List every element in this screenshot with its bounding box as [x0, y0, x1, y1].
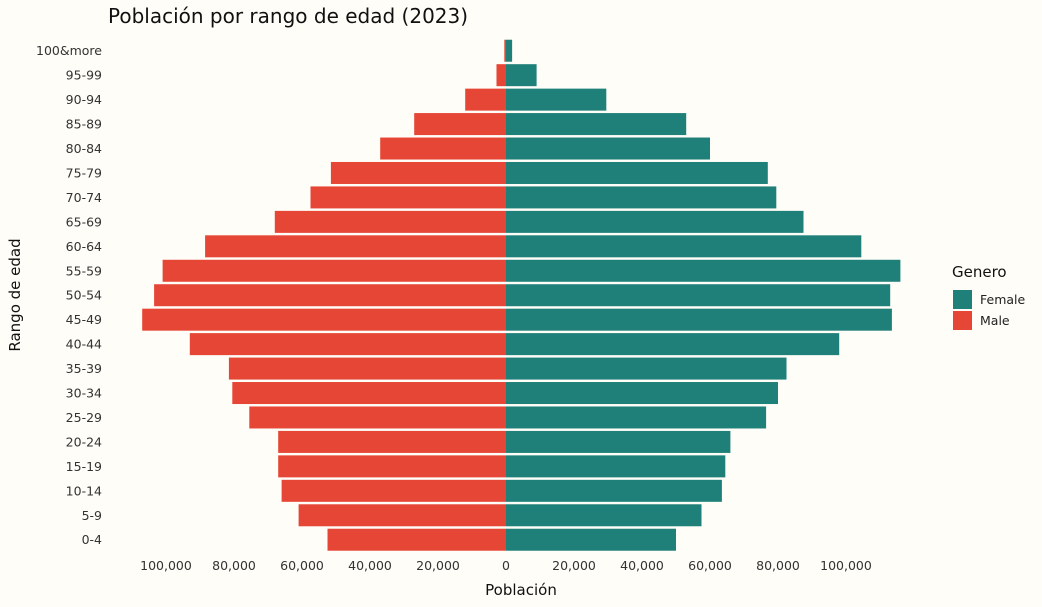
y-tick-label: 20-24: [66, 434, 102, 449]
bar-female-55-59: [506, 259, 901, 282]
bar-female-25-29: [506, 406, 767, 429]
y-tick-label: 80-84: [66, 141, 102, 156]
y-tick-label: 35-39: [66, 361, 102, 376]
y-tick-label: 50-54: [66, 288, 102, 303]
legend-swatch-male: [953, 311, 972, 330]
y-tick-labels: 0-4 5-9 10-14 15-19 20-24 25-29 30-34 35-39 40-4…: [36, 43, 102, 547]
y-tick-label: 75-79: [66, 165, 102, 180]
bar-male-65-69: [274, 210, 506, 233]
bar-male-100&more: [504, 39, 506, 62]
bar-female-70-74: [506, 186, 777, 209]
bar-female-75-79: [506, 161, 768, 184]
legend-label-female: Female: [980, 292, 1026, 307]
bars-group: [142, 39, 901, 551]
bar-female-10-14: [506, 479, 722, 502]
y-tick-label: 45-49: [66, 312, 102, 327]
x-tick-label: 60,000: [280, 558, 324, 573]
y-tick-label: 25-29: [66, 410, 102, 425]
x-tick-label: 80,000: [756, 558, 800, 573]
bar-female-90-94: [506, 88, 607, 111]
bar-female-15-19: [506, 455, 726, 478]
x-tick-label: 40,000: [620, 558, 664, 573]
y-tick-label: 40-44: [66, 337, 102, 352]
y-tick-label: 70-74: [66, 190, 102, 205]
y-tick-label: 10-14: [66, 483, 102, 498]
x-axis-title: Población: [485, 581, 557, 599]
bar-male-35-39: [228, 357, 506, 380]
bar-female-30-34: [506, 382, 778, 405]
x-tick-label: 100,000: [140, 558, 192, 573]
legend-swatch-female: [953, 290, 972, 309]
y-tick-label: 100&more: [36, 43, 102, 58]
bar-male-50-54: [154, 284, 506, 307]
y-tick-label: 65-69: [66, 214, 102, 229]
bar-female-95-99: [506, 64, 537, 87]
y-tick-label: 30-34: [66, 386, 102, 401]
bar-male-15-19: [278, 455, 506, 478]
y-tick-label: 95-99: [66, 68, 102, 83]
bar-male-0-4: [327, 528, 506, 551]
bar-male-10-14: [281, 479, 506, 502]
bar-female-35-39: [506, 357, 787, 380]
bar-male-60-64: [205, 235, 506, 258]
bar-female-65-69: [506, 210, 804, 233]
y-tick-label: 85-89: [66, 117, 102, 132]
bar-male-40-44: [189, 333, 507, 356]
bar-female-5-9: [506, 504, 702, 527]
y-tick-label: 0-4: [82, 532, 102, 547]
x-tick-label: 100,000: [820, 558, 872, 573]
bar-female-20-24: [506, 430, 731, 453]
bar-male-80-84: [380, 137, 506, 160]
bar-male-45-49: [142, 308, 506, 331]
x-tick-label: 0: [502, 558, 510, 573]
x-tick-label: 20,000: [416, 558, 460, 573]
bar-female-80-84: [506, 137, 710, 160]
x-tick-label: 20,000: [552, 558, 596, 573]
bar-male-55-59: [162, 259, 506, 282]
bar-male-70-74: [310, 186, 506, 209]
bar-female-40-44: [506, 333, 840, 356]
y-axis-title: Rango de edad: [6, 238, 24, 351]
bar-female-85-89: [506, 113, 687, 136]
y-tick-label: 60-64: [66, 239, 102, 254]
x-tick-label: 60,000: [688, 558, 732, 573]
bar-female-50-54: [506, 284, 891, 307]
bar-male-85-89: [414, 113, 506, 136]
bar-male-95-99: [496, 64, 506, 87]
bar-male-30-34: [232, 382, 507, 405]
bar-female-45-49: [506, 308, 892, 331]
y-tick-label: 5-9: [82, 508, 102, 523]
legend: Genero Female Male: [952, 263, 1026, 330]
chart-title: Población por rango de edad (2023): [108, 4, 468, 28]
bar-male-25-29: [249, 406, 507, 429]
bar-male-5-9: [298, 504, 506, 527]
legend-label-male: Male: [980, 313, 1010, 328]
bar-male-20-24: [278, 430, 506, 453]
y-tick-label: 55-59: [66, 263, 102, 278]
bar-male-90-94: [465, 88, 506, 111]
bar-female-0-4: [506, 528, 676, 551]
bar-female-100&more: [506, 39, 513, 62]
legend-title: Genero: [952, 263, 1007, 281]
x-tick-labels: 100,000 80,000 60,000 40,000 20,000 0 20,000 40…: [140, 558, 872, 573]
x-tick-label: 80,000: [212, 558, 256, 573]
x-tick-label: 40,000: [348, 558, 392, 573]
bar-female-60-64: [506, 235, 862, 258]
y-tick-label: 90-94: [66, 92, 102, 107]
y-tick-label: 15-19: [66, 459, 102, 474]
bar-male-75-79: [330, 161, 506, 184]
